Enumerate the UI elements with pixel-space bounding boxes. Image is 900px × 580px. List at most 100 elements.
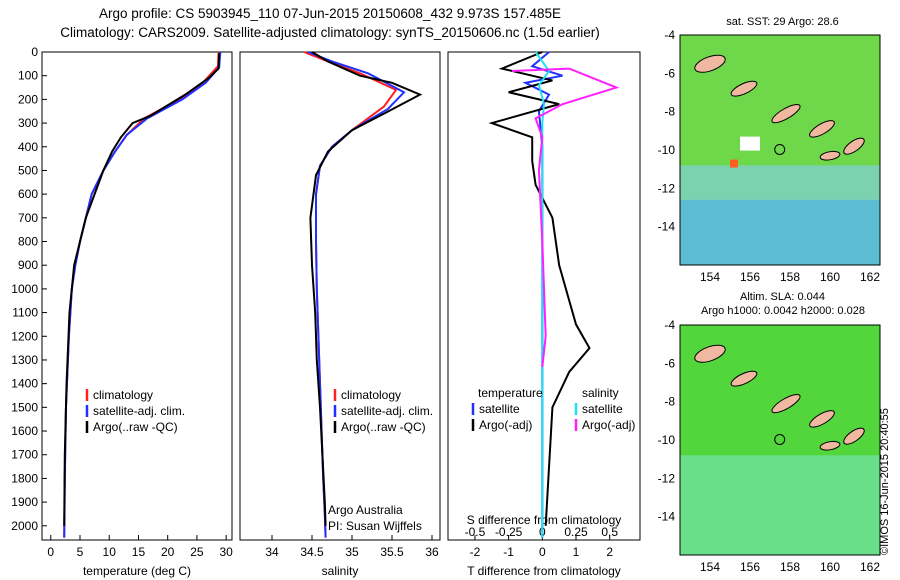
sla-map-island (843, 427, 865, 445)
temperature-xtick-label: 25 (190, 545, 204, 559)
depth-ytick-label: 1800 (11, 471, 38, 485)
sla-map-island (730, 370, 758, 387)
sst-map-ytick-label: -4 (664, 28, 675, 42)
sst-map-xtick-label: 162 (860, 270, 880, 284)
sst-map-ytick-label: -14 (658, 220, 676, 234)
diff-legend-label: Argo(-adj) (582, 418, 635, 432)
depth-ytick-label: 100 (18, 69, 38, 83)
differences-xtick-label: 2 (606, 545, 613, 559)
figure-title-line-1: Argo profile: CS 5903945_110 07-Jun-2015… (98, 6, 562, 21)
salinity-xtick-label: 34 (265, 545, 279, 559)
differences-xaxis-label: T difference from climatology (467, 564, 621, 578)
diff-legend-label: Argo(-adj) (479, 418, 532, 432)
sla-map-island (809, 410, 835, 428)
sla-map-ytick-label: -8 (664, 395, 675, 409)
temperature-xtick-label: 0 (47, 545, 54, 559)
sst-map-ytick-label: -6 (664, 66, 675, 80)
differences-top-tick-label: 0.5 (601, 525, 618, 539)
salinity-legend-label: satellite-adj. clim. (341, 404, 433, 418)
sla-map-southern-band (680, 455, 880, 555)
depth-ytick-label: 1400 (11, 377, 38, 391)
sla-map-ytick-label: -10 (658, 433, 676, 447)
sla-map-xtick-label: 158 (780, 560, 800, 574)
differences-top-axis-label: S difference from climatology (467, 513, 622, 527)
diff-legend-label: satellite (479, 402, 520, 416)
depth-ytick-label: 700 (18, 211, 38, 225)
figure-title-line-2: Climatology: CARS2009. Satellite-adjuste… (60, 25, 600, 40)
differences-series-line (511, 67, 620, 368)
temperature-legend-label: Argo(..raw -QC) (93, 420, 178, 434)
imos-timestamp: ©IMOS 16-Jun-2015 20:40:55 (879, 408, 891, 555)
differences-xtick-label: -2 (470, 545, 481, 559)
temperature-xtick-label: 15 (132, 545, 146, 559)
sst-map-xtick-label: 158 (780, 270, 800, 284)
differences-top-tick-label: -0.5 (465, 525, 486, 539)
depth-ytick-label: 1700 (11, 448, 38, 462)
sst-map-cool-band (680, 199, 880, 265)
temperature-xtick-label: 20 (161, 545, 175, 559)
sla-map-xtick-label: 160 (820, 560, 840, 574)
salinity-series-line (309, 51, 423, 526)
depth-ytick-label: 500 (18, 163, 38, 177)
salinity-xtick-label: 34.5 (300, 545, 324, 559)
sst-map-frame (679, 34, 881, 266)
depth-ytick-label: 900 (18, 258, 38, 272)
sst-map-missing-data (740, 136, 760, 151)
temperature-axes-frame (41, 51, 233, 541)
salinity-legend-label: Argo(..raw -QC) (341, 420, 426, 434)
sst-map-xtick-label: 156 (740, 270, 760, 284)
diff-legend-header: temperature (478, 386, 543, 400)
depth-ytick-label: 2000 (11, 519, 38, 533)
differences-top-tick-label: -0.25 (495, 525, 523, 539)
sla-map-ytick-label: -14 (658, 510, 676, 524)
sst-map-xtick-label: 160 (820, 270, 840, 284)
salinity-xtick-label: 35.5 (380, 545, 404, 559)
differences-top-tick-label: 0.25 (564, 525, 588, 539)
differences-series-line (488, 51, 591, 526)
salinity-xtick-label: 36 (425, 545, 439, 559)
sst-map-island (809, 120, 835, 138)
temperature-xaxis-label: temperature (deg C) (83, 564, 191, 578)
sla-map-island (771, 393, 801, 414)
salinity-xaxis-label: salinity (322, 564, 359, 578)
sla-map-frame (679, 324, 881, 556)
sla-map-island (694, 344, 726, 363)
sst-map-island (819, 150, 841, 161)
temperature-xtick-label: 10 (103, 545, 117, 559)
depth-ytick-label: 1300 (11, 353, 38, 367)
salinity-annotation: Argo Australia (328, 503, 403, 517)
sst-map-island (843, 137, 865, 155)
sst-map-island (771, 103, 801, 124)
diff-legend-header: salinity (582, 386, 619, 400)
sst-map-argo-marker (774, 143, 786, 155)
sla-map-ytick-label: -12 (658, 471, 676, 485)
temperature-xtick-label: 30 (219, 545, 233, 559)
temperature-xtick-label: 5 (77, 545, 84, 559)
sst-map-warm-patch (730, 159, 738, 168)
depth-ytick-label: 200 (18, 92, 38, 106)
sst-map-ytick-label: -12 (658, 181, 676, 195)
depth-ytick-label: 1600 (11, 424, 38, 438)
temperature-legend-label: satellite-adj. clim. (93, 404, 185, 418)
sla-map-argo-marker (774, 433, 786, 445)
depth-ytick-label: 1100 (12, 306, 38, 320)
sla-map-xtick-label: 156 (740, 560, 760, 574)
depth-ytick-label: 1500 (11, 400, 38, 414)
depth-ytick-label: 0 (31, 45, 38, 59)
diff-legend-label: satellite (582, 402, 623, 416)
depth-ytick-label: 1000 (11, 282, 38, 296)
sla-map-title: Altim. SLA: 0.044 (740, 291, 825, 303)
salinity-legend-label: climatology (341, 388, 401, 402)
depth-ytick-label: 400 (18, 140, 38, 154)
sla-map-xtick-label: 162 (860, 560, 880, 574)
differences-xtick-label: 0 (539, 545, 546, 559)
depth-ytick-label: 300 (18, 116, 38, 130)
sst-map-ytick-label: -10 (658, 143, 676, 157)
sla-map-island (819, 440, 841, 451)
depth-ytick-label: 600 (18, 187, 38, 201)
sla-map-ytick-label: -6 (664, 356, 675, 370)
temperature-series-line (63, 53, 221, 526)
depth-ytick-label: 1200 (11, 329, 38, 343)
differences-xtick-label: -1 (503, 545, 514, 559)
